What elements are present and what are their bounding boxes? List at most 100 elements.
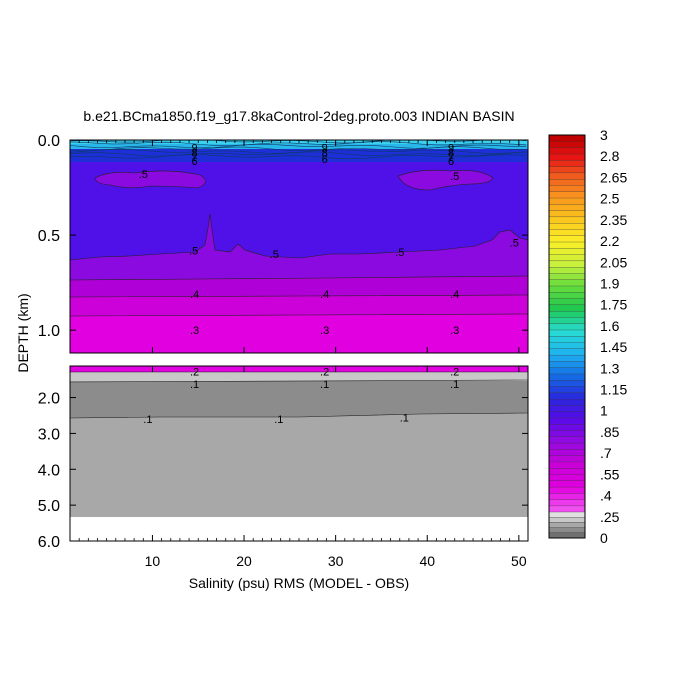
bottom-white-region (70, 517, 528, 541)
colorbar-swatch (548, 442, 586, 450)
shallow-purple-patch-1 (95, 170, 206, 188)
contour-label: .5 (510, 238, 519, 250)
colorbar-swatch (548, 229, 586, 236)
y-axis-label: DEPTH (km) (15, 293, 31, 372)
contour-label: 7 (192, 152, 198, 164)
contour-label: 9 (322, 143, 328, 155)
colorbar-grey-swatch (548, 511, 586, 518)
surface-contour-line (70, 141, 527, 146)
colorbar-label: 1.9 (600, 275, 620, 291)
contour-line-0p5 (70, 213, 528, 261)
colorbar-label: 2.05 (600, 254, 627, 270)
colorbar-swatch (548, 166, 586, 174)
contour-label: .3 (450, 325, 459, 337)
contour-label: 8 (322, 147, 328, 159)
contour-line-0p1-upper (70, 379, 528, 383)
contour-label: 9 (448, 143, 454, 155)
colorbar-swatch (548, 266, 586, 274)
colorbar-swatch (548, 254, 586, 262)
colorbar-swatch (548, 329, 586, 337)
colorbar-swatch (548, 342, 586, 349)
colorbar-swatch (548, 348, 586, 356)
x-tick-label: 30 (328, 553, 344, 569)
colorbar-swatch (548, 449, 586, 456)
colorbar-label: 2.5 (600, 191, 620, 207)
surface-contour-line (70, 146, 527, 152)
contour-label: 9 (192, 143, 198, 155)
magenta-band (70, 314, 528, 353)
colorbar-swatch (548, 411, 586, 419)
contour-label: .1 (450, 379, 459, 391)
colorbar-swatch (548, 373, 586, 381)
chart-title: b.e21.BCma1850.f19_g17.8kaControl-2deg.p… (83, 108, 514, 124)
colorbar-swatch (548, 499, 586, 507)
contour-label: .1 (190, 379, 199, 391)
colorbar-swatch (548, 436, 586, 444)
colorbar-swatch (548, 354, 586, 362)
colorbar-swatch (548, 323, 586, 331)
colorbar-label: 1.3 (600, 360, 620, 376)
colorbar-swatch (548, 291, 586, 299)
lower-panel-fill (70, 366, 528, 541)
colorbar-label: 2.8 (600, 148, 620, 164)
x-tick-label: 40 (419, 553, 435, 569)
colorbar-swatch (548, 141, 586, 148)
colorbar-swatch (548, 361, 586, 368)
lower-contour-labels: .2.2.2.1.1.1.1.1.1 (143, 366, 459, 426)
contour-lines-upper (70, 169, 528, 317)
colorbar-swatch (548, 222, 586, 230)
contour-label: .5 (450, 171, 459, 183)
colorbar-swatch (548, 260, 586, 268)
colorbar-swatch (548, 197, 586, 205)
colorbar-label: 1.6 (600, 318, 620, 334)
colorbar-label: 1.15 (600, 382, 627, 398)
colorbar-label: .55 (600, 466, 620, 482)
x-tick-label: 20 (236, 553, 252, 569)
colorbar-swatch (548, 367, 586, 375)
colorbar-label: 2.2 (600, 233, 620, 249)
colorbar-swatch (548, 178, 586, 186)
colorbar-swatch (548, 423, 586, 431)
colorbar-label: .85 (600, 424, 620, 440)
contour-label: .2 (320, 366, 329, 378)
upper-panel-fill (70, 140, 528, 353)
colorbar-label: 1.75 (600, 297, 627, 313)
contour-label: .1 (143, 414, 152, 426)
colorbar-swatch (548, 159, 586, 167)
contour-line-patch-2 (397, 169, 494, 191)
colorbar-swatch (548, 216, 586, 224)
x-tick-label: 10 (145, 553, 161, 569)
colorbar-swatch (548, 430, 586, 437)
colorbar-swatch (548, 386, 586, 393)
colorbar-grey-swatch (548, 522, 586, 528)
colorbar-swatch (548, 298, 586, 306)
colorbar-label: 1.45 (600, 339, 627, 355)
colorbar-swatch (548, 147, 586, 155)
contour-label: .1 (274, 414, 283, 426)
colorbar-swatch (548, 273, 586, 280)
colorbar-swatch (548, 474, 586, 481)
colorbar-swatch (548, 335, 586, 343)
contour-label: .2 (450, 366, 459, 378)
colorbar-swatch (548, 467, 586, 475)
shallow-purple-patch-2 (398, 170, 493, 190)
contour-line-0p35 (70, 294, 528, 298)
contour-lines-lower (70, 371, 528, 419)
colorbar-swatch (548, 461, 586, 469)
colorbar-swatch (548, 172, 586, 180)
surface-contour-line (70, 154, 527, 160)
contour-line-patch-1 (94, 170, 206, 189)
colorbar-swatch (548, 310, 586, 318)
colorbar-swatch (548, 235, 586, 243)
grey-light-band (70, 372, 528, 381)
contour-label: 8 (192, 147, 198, 159)
colorbar-swatch (548, 134, 586, 142)
contour-label: 6 (448, 156, 454, 168)
colorbar-label: .25 (600, 509, 620, 525)
y-tick-lower-label: 5.0 (38, 498, 60, 515)
colorbar-label: .7 (600, 445, 612, 461)
colorbar-label: 2.65 (600, 169, 627, 185)
colorbar-swatch (548, 455, 586, 463)
colorbar-frame (548, 134, 586, 539)
